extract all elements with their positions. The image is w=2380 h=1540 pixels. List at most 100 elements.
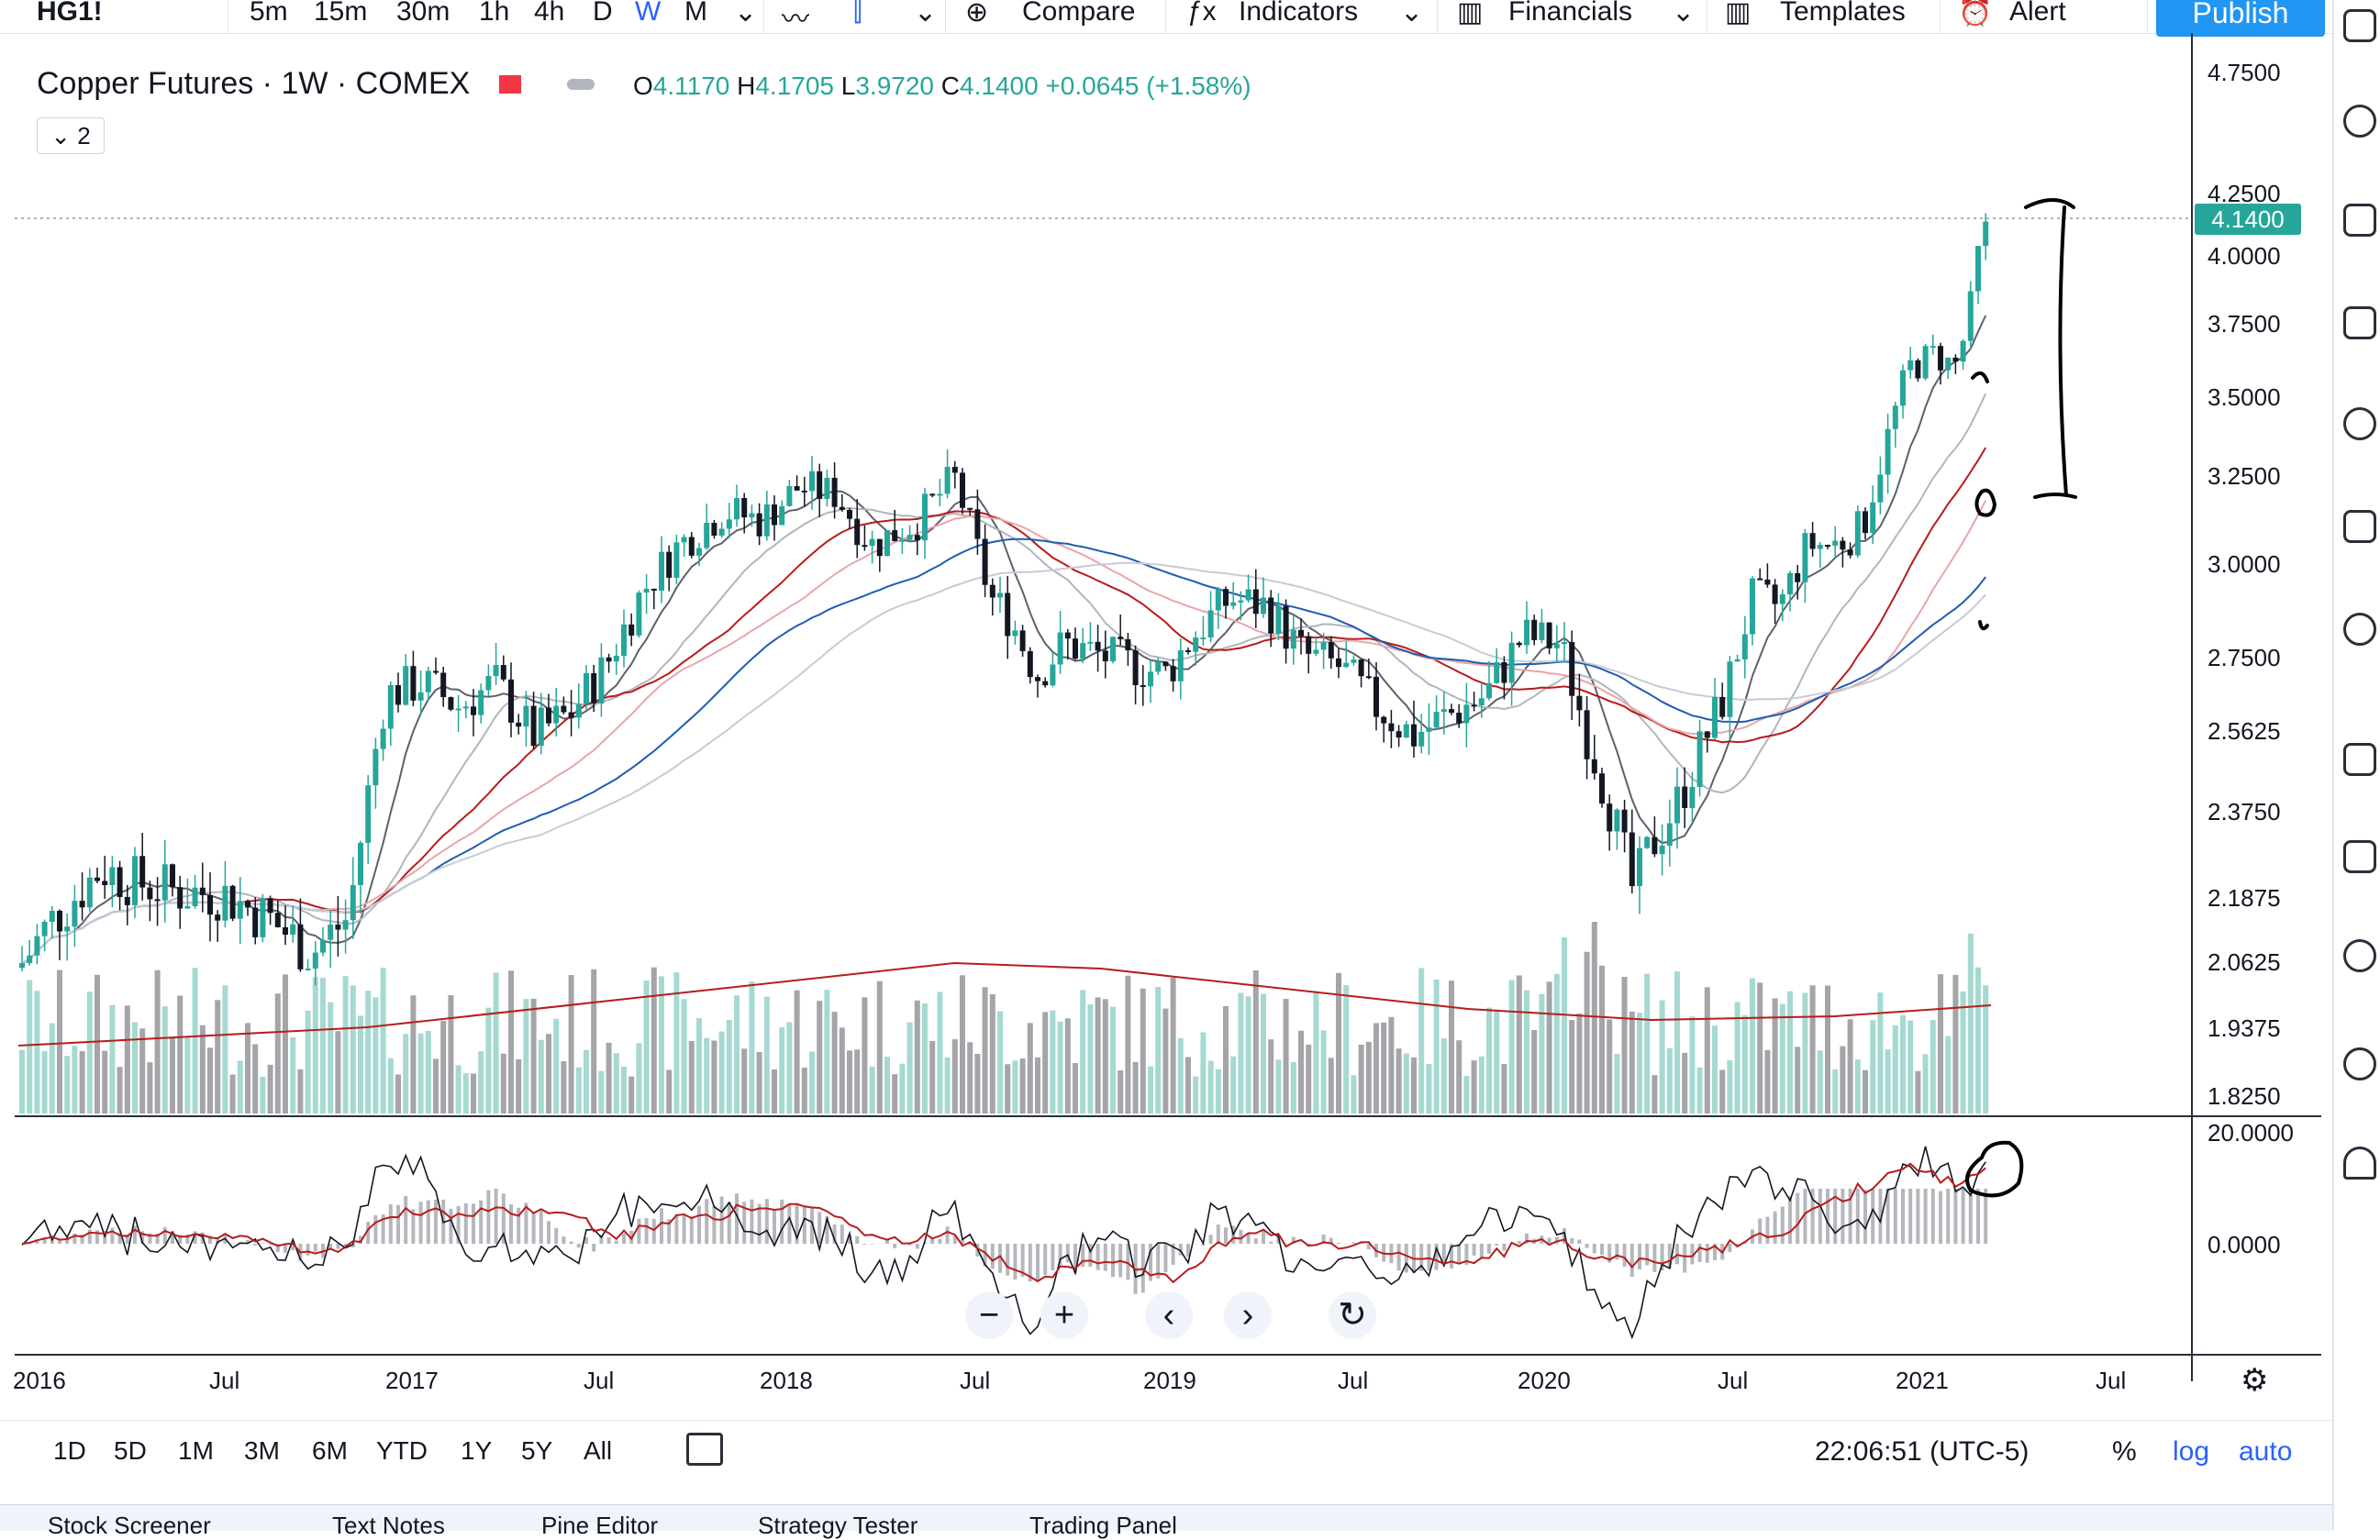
volume-bar <box>1275 1059 1281 1113</box>
calendar-ideas-icon[interactable] <box>2343 407 2376 440</box>
scroll-forward-button[interactable]: › <box>1224 1291 1272 1339</box>
reset-chart-button[interactable]: ↻ <box>1329 1291 1376 1339</box>
candle-body <box>1388 724 1394 732</box>
range-5d[interactable]: 5D <box>114 1436 147 1466</box>
range-ytd[interactable]: YTD <box>376 1436 428 1466</box>
osc-histogram-bar <box>1818 1189 1822 1244</box>
alerts-clock-icon[interactable] <box>2343 105 2376 138</box>
range-3m[interactable]: 3M <box>244 1436 280 1466</box>
candle-body <box>494 665 499 676</box>
clock[interactable]: 22:06:51 (UTC-5) <box>1815 1436 2029 1468</box>
volume-bar <box>1494 1010 1499 1113</box>
candle-body <box>1795 573 1800 582</box>
news-icon[interactable] <box>2343 510 2376 543</box>
range-1d[interactable]: 1D <box>53 1436 86 1466</box>
osc-histogram-bar <box>1652 1244 1656 1272</box>
candle-body <box>824 478 829 499</box>
moving-averages <box>22 316 1985 963</box>
candle-body <box>1576 696 1582 711</box>
tab-strategy-tester[interactable]: Strategy Tester <box>758 1512 918 1540</box>
volume-bar <box>155 970 161 1113</box>
volume-bar <box>1682 1053 1687 1113</box>
osc-histogram-bar <box>464 1203 468 1244</box>
tab-trading-panel[interactable]: Trading Panel <box>1029 1512 1177 1540</box>
volume-bar <box>1773 998 1778 1113</box>
range-5y[interactable]: 5Y <box>521 1436 552 1466</box>
range-1m[interactable]: 1M <box>178 1436 214 1466</box>
candle-body <box>215 914 220 921</box>
chat-icon[interactable] <box>2343 743 2376 776</box>
calendar-icon[interactable] <box>686 1433 723 1466</box>
tab-text-notes[interactable]: Text Notes <box>332 1512 445 1540</box>
time-tick: Jul <box>1718 1367 1748 1395</box>
candle-body <box>1223 589 1229 605</box>
volume-bar <box>1660 1000 1665 1113</box>
visibility-eye-icon[interactable] <box>567 79 595 90</box>
osc-histogram-bar <box>427 1201 430 1244</box>
volume-bar <box>584 1050 589 1113</box>
candle-body <box>1877 474 1883 502</box>
candle-body <box>1012 630 1018 636</box>
range-1y[interactable]: 1Y <box>461 1436 492 1466</box>
volume-bar <box>1178 1038 1184 1113</box>
chevron-up-icon[interactable] <box>2343 1284 2376 1317</box>
range-all[interactable]: All <box>584 1436 612 1466</box>
auto-scale-toggle[interactable]: auto <box>2239 1436 2292 1468</box>
zoom-in-button[interactable]: + <box>1040 1291 1088 1339</box>
log-scale-toggle[interactable]: log <box>2173 1436 2209 1468</box>
volume-bar <box>576 1068 582 1113</box>
messages-icon[interactable] <box>2343 840 2376 873</box>
flag-icon[interactable] <box>499 75 521 94</box>
candle-body <box>320 940 326 953</box>
percent-scale-toggle[interactable]: % <box>2112 1436 2137 1468</box>
volume-bar <box>139 1028 145 1113</box>
data-window-icon[interactable] <box>2343 204 2376 237</box>
range-6m[interactable]: 6M <box>312 1436 348 1466</box>
change-value: +0.0645 (+1.58%) <box>1045 72 1251 100</box>
candle-body <box>1434 712 1440 727</box>
candle-body <box>252 907 258 936</box>
collapse-indicators-button[interactable]: ⌄ 2 <box>37 117 105 154</box>
candle-body <box>1907 360 1913 371</box>
notifications-bell-icon[interactable] <box>2343 1147 2376 1180</box>
volume-bar <box>57 970 62 1113</box>
osc-histogram-bar <box>1269 1242 1273 1244</box>
volume-bar <box>1343 985 1349 1113</box>
tab-pine-editor[interactable]: Pine Editor <box>541 1512 658 1540</box>
candle-body <box>1697 731 1703 787</box>
volume-bar <box>245 1023 250 1113</box>
candle-body <box>870 539 875 546</box>
candle-body <box>1020 630 1026 651</box>
pane-separator[interactable] <box>15 1115 2321 1117</box>
zoom-out-button[interactable]: − <box>965 1291 1013 1339</box>
candle-body <box>19 963 25 968</box>
osc-histogram-bar <box>787 1204 791 1244</box>
streams-icon[interactable] <box>2343 939 2376 972</box>
candle-body <box>1028 651 1033 677</box>
volume-bar <box>1479 1057 1485 1113</box>
volume-bar <box>1103 999 1108 1113</box>
settings-gear-icon[interactable]: ⚙ <box>2241 1367 2268 1394</box>
tab-stock-screener[interactable]: Stock Screener <box>48 1512 211 1540</box>
volume-bar <box>1855 1059 1861 1113</box>
volume-bar <box>193 968 198 1113</box>
candle-body <box>1712 697 1718 738</box>
candle-body <box>1359 659 1364 676</box>
scroll-back-button[interactable]: ‹ <box>1145 1291 1193 1339</box>
candle-body <box>238 901 243 918</box>
broadcast-icon[interactable] <box>2343 1047 2376 1080</box>
volume-bar <box>1087 1004 1093 1113</box>
volume-bar <box>1968 934 1974 1113</box>
candle-body <box>1396 731 1402 737</box>
price-candles <box>19 213 1988 985</box>
price-tick: 2.7500 <box>2208 644 2281 672</box>
volume-bar <box>117 1067 123 1113</box>
watchlist-icon[interactable] <box>2343 9 2376 42</box>
hotlist-icon[interactable] <box>2343 306 2376 339</box>
ideas-bulb-icon[interactable] <box>2343 613 2376 646</box>
candle-body <box>365 785 371 843</box>
price-tick: 3.7500 <box>2208 310 2281 338</box>
price-axis[interactable]: 4.7500 4.2500 4.0000 3.7500 3.5000 3.250… <box>2191 33 2330 1381</box>
osc-histogram-bar <box>562 1236 565 1244</box>
